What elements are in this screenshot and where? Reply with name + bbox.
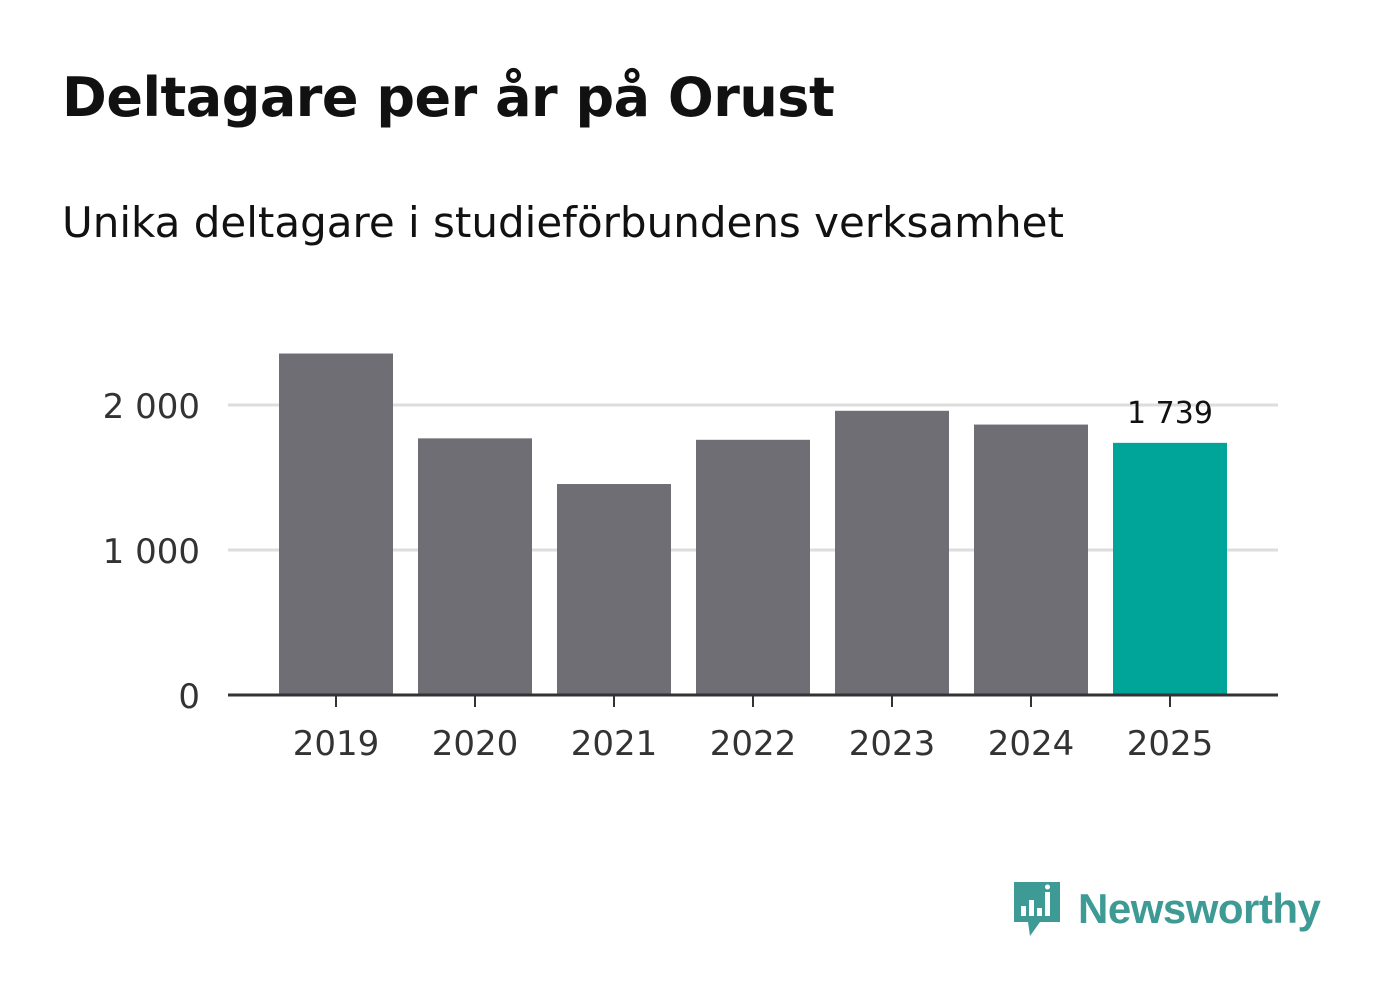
- brand-name: Newsworthy: [1078, 885, 1321, 932]
- bar-2019: [279, 353, 393, 695]
- x-tick-label: 2021: [571, 724, 658, 764]
- x-tick-label: 2022: [710, 724, 797, 764]
- bar-2023: [835, 410, 949, 695]
- x-tick-label: 2025: [1127, 724, 1214, 764]
- newsworthy-logo: Newsworthy: [1010, 878, 1321, 940]
- newsworthy-chart-bubble-icon: [1014, 882, 1060, 936]
- chart-subtitle: Unika deltagare i studieförbundens verks…: [62, 198, 1064, 247]
- y-tick-label: 0: [178, 677, 200, 717]
- y-tick-label: 1 000: [103, 532, 200, 572]
- chart-title: Deltagare per år på Orust: [62, 66, 835, 129]
- bar-2021: [557, 484, 671, 695]
- bar-2025: [1113, 442, 1227, 695]
- bar-2024: [974, 424, 1088, 695]
- data-label: 1 739: [1127, 396, 1213, 431]
- x-tick-label: 2024: [988, 724, 1075, 764]
- bar-2020: [418, 438, 532, 695]
- y-tick-label: 2 000: [103, 387, 200, 427]
- bar-2022: [696, 439, 810, 695]
- x-tick-label: 2023: [849, 724, 936, 764]
- x-tick-label: 2020: [432, 724, 519, 764]
- x-tick-label: 2019: [293, 724, 380, 764]
